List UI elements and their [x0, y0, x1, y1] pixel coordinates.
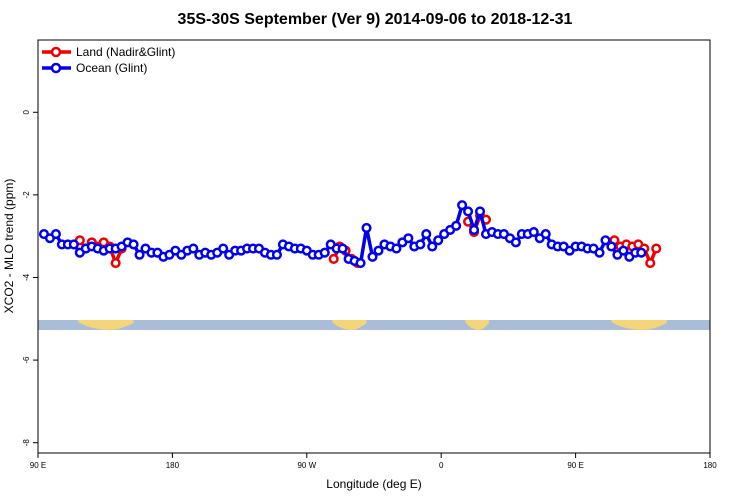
y-tick-label: 0 — [22, 110, 31, 115]
ocean-series-point — [463, 206, 474, 217]
ocean-series-point — [361, 222, 372, 233]
land-patch — [332, 319, 367, 330]
ocean-series-point — [415, 239, 426, 250]
land-series-point — [110, 257, 121, 269]
legend-label-ocean: Ocean (Glint) — [76, 61, 147, 75]
ocean-series-point — [474, 206, 486, 217]
ocean-series-point — [403, 233, 414, 244]
ocean-series-point — [134, 249, 145, 260]
ocean-series-point — [373, 245, 384, 256]
ocean-band — [38, 319, 710, 330]
land-series-point — [651, 243, 662, 254]
ocean-series-point — [50, 229, 61, 240]
legend-label-land: Land (Nadir&Glint) — [76, 45, 175, 59]
ocean-series-point — [421, 229, 432, 240]
ocean-series-point — [427, 241, 438, 252]
ocean-series-point — [594, 247, 605, 258]
x-tick-label: 0 — [439, 461, 444, 470]
x-axis-label: Longitude (deg E) — [326, 477, 421, 491]
ocean-series-point — [600, 235, 611, 246]
ocean-series-point — [188, 243, 199, 254]
y-tick-label: -2 — [22, 191, 31, 199]
y-tick-label: -4 — [22, 273, 31, 281]
ocean-series-point — [68, 239, 79, 250]
land-series-point — [645, 257, 656, 269]
ocean-series-point — [319, 247, 330, 258]
x-tick-label: 180 — [703, 461, 717, 470]
ocean-series-point — [606, 241, 617, 252]
land-patch — [78, 319, 134, 330]
axes: 90 E 180 90 W 0 90 E 180 0 -2 -4 -6 -8 — [22, 110, 717, 470]
ocean-series-point — [433, 235, 444, 246]
x-tick-label: 90 E — [30, 461, 46, 470]
legend: Land (Nadir&Glint) Ocean (Glint) — [42, 45, 175, 75]
ocean-series-point — [618, 245, 629, 256]
ocean-series-point — [528, 226, 539, 238]
land-ocean-band — [38, 319, 710, 330]
land-series-point — [328, 253, 339, 264]
chart-title: 35S-30S September (Ver 9) 2014-09-06 to … — [178, 11, 573, 28]
ocean-series-point — [457, 200, 468, 211]
x-tick-label: 90 W — [297, 461, 316, 470]
ocean-series-point — [128, 239, 139, 250]
ocean-series-point — [218, 243, 229, 254]
ocean-series-point — [451, 220, 462, 231]
y-tick-label: -6 — [22, 356, 31, 364]
ocean-series-point — [469, 224, 480, 236]
land-patch — [465, 319, 489, 330]
y-tick-label: -8 — [22, 439, 31, 447]
ocean-series-point — [367, 251, 378, 262]
ocean-series-point — [391, 243, 402, 254]
ocean-series-point — [337, 243, 348, 254]
x-tick-label: 180 — [166, 461, 180, 470]
y-axis-label: XCO2 - MLO trend (ppm) — [2, 179, 16, 314]
x-tick-label: 90 E — [567, 461, 583, 470]
legend-marker-land — [50, 46, 62, 58]
plot-frame — [37, 39, 711, 454]
ocean-series-point — [355, 257, 366, 269]
ocean-series-point — [510, 237, 521, 248]
ocean-series-point — [271, 249, 282, 260]
series-layer — [38, 200, 662, 269]
ocean-series-point — [540, 229, 551, 240]
land-patch — [611, 319, 667, 330]
ocean-series-point — [636, 247, 647, 258]
legend-marker-ocean — [50, 62, 62, 74]
